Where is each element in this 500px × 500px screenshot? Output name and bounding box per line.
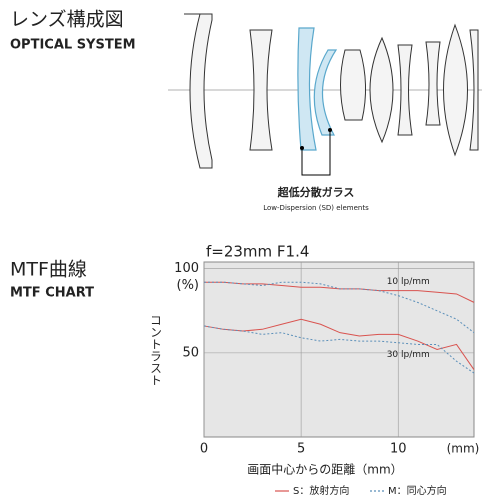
frequency-label: 30 lp/mm xyxy=(387,350,430,360)
y-tick-label: 100 xyxy=(174,261,199,276)
series-line xyxy=(203,325,475,374)
x-tick-label: 5 xyxy=(297,442,305,457)
y-label: コントラスト xyxy=(149,314,163,386)
x-tick-label: 10 xyxy=(390,442,407,457)
x-label: 画面中心からの距離（mm） xyxy=(247,462,402,477)
legend-label: S：放射方向 xyxy=(293,484,349,497)
header-title: レンズ構成図 xyxy=(10,9,124,31)
x-unit: (mm) xyxy=(447,442,480,456)
legend-label: M：同心方向 xyxy=(388,484,447,497)
lens-diagram xyxy=(168,13,482,176)
callout: 超低分散ガラス xyxy=(277,185,355,199)
header-subtitle: OPTICAL SYSTEM xyxy=(10,38,136,53)
chart-title: f=23mm F1.4 xyxy=(206,243,309,261)
y-tick-label: 50 xyxy=(182,345,199,360)
section-title: MTF曲線 xyxy=(10,259,87,281)
frequency-label: 10 lp/mm xyxy=(387,277,430,287)
section-subtitle: MTF CHART xyxy=(10,286,94,301)
series-line xyxy=(204,281,475,334)
x-tick-label: 0 xyxy=(200,442,208,457)
series-line xyxy=(203,318,475,370)
y-unit: (%) xyxy=(177,278,200,293)
callout-sub: Low-Dispersion (SD) elements xyxy=(263,204,369,212)
